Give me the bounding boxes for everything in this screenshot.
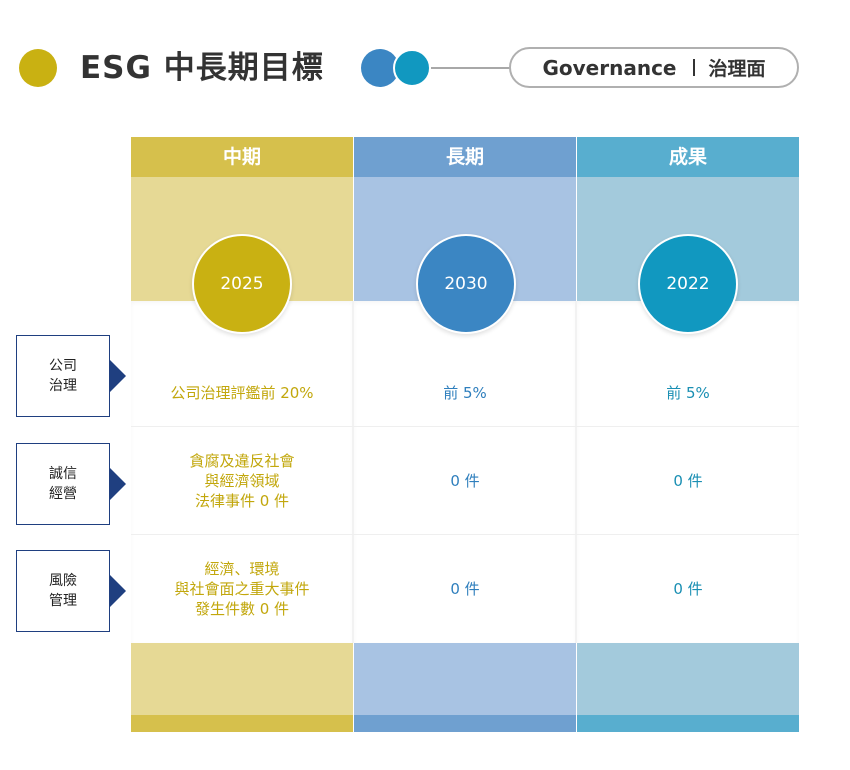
cell-risk-longterm: 0 件 [450, 580, 480, 598]
column-midterm: 中期 [131, 137, 353, 732]
row-label-arrow [110, 575, 126, 607]
column-header-results: 成果 [577, 137, 799, 177]
column-tint-bottom [577, 643, 799, 715]
column-body [354, 301, 576, 643]
category-pill-chinese: 治理面 [708, 58, 766, 80]
year-circle-results: 2022 [638, 234, 738, 334]
cell-ethics-longterm: 0 件 [450, 472, 480, 490]
cell-ethics-results: 0 件 [673, 472, 703, 490]
header-dot-blue [361, 49, 399, 87]
column-tint-bottom [131, 643, 353, 715]
page-title: ESG 中長期目標 [80, 50, 324, 86]
column-bottom-bar [577, 715, 799, 732]
row-label-risk-management: 風險 管理 [16, 550, 110, 632]
header-dot-gold [19, 49, 57, 87]
header-connector-line [431, 67, 511, 69]
cell-governance-midterm: 公司治理評鑑前 20% [170, 384, 314, 402]
column-bottom-bar [131, 715, 353, 732]
row-label-arrow [110, 468, 126, 500]
column-bottom-bar [354, 715, 576, 732]
row-label-corporate-governance: 公司 治理 [16, 335, 110, 417]
column-results: 成果 [577, 137, 799, 732]
cell-governance-longterm: 前 5% [443, 384, 487, 402]
column-body [131, 301, 353, 643]
column-header-midterm: 中期 [131, 137, 353, 177]
category-pill-english: Governance [542, 55, 677, 80]
row-label-arrow [110, 360, 126, 392]
column-header-longterm: 長期 [354, 137, 576, 177]
column-divider [352, 301, 354, 643]
row-label-ethical-management: 誠信 經營 [16, 443, 110, 525]
category-pill-separator [692, 59, 695, 76]
column-tint-bottom [354, 643, 576, 715]
year-circle-midterm: 2025 [192, 234, 292, 334]
cell-risk-midterm: 經濟、環境 與社會面之重大事件 發生件數 0 件 [174, 560, 310, 618]
header-dot-teal [393, 49, 431, 87]
column-divider [575, 301, 577, 643]
cell-risk-results: 0 件 [673, 580, 703, 598]
cell-ethics-midterm: 貪腐及違反社會 與經濟領域 法律事件 0 件 [189, 452, 295, 510]
row-divider [131, 426, 799, 427]
cell-governance-results: 前 5% [666, 384, 710, 402]
column-longterm: 長期 [354, 137, 576, 732]
column-body [577, 301, 799, 643]
year-circle-longterm: 2030 [416, 234, 516, 334]
row-divider [131, 534, 799, 535]
category-pill: Governance 治理面 [509, 47, 799, 88]
